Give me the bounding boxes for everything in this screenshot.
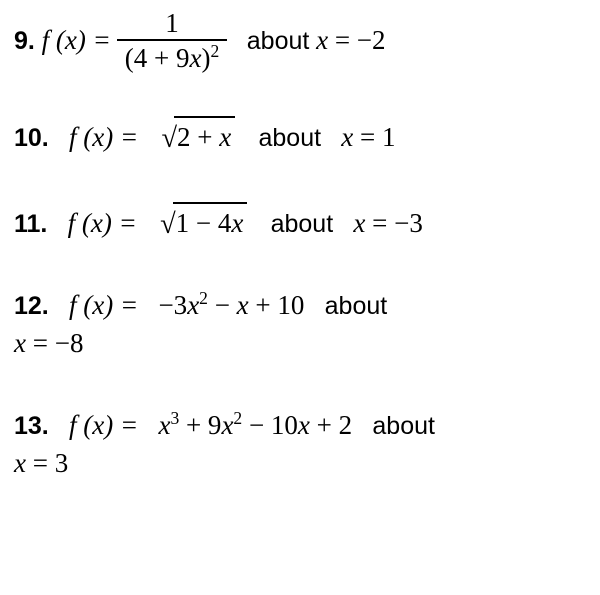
problem-10: 10. f (x) = √2 + x about x = 1 xyxy=(14,116,586,158)
about-word: about xyxy=(247,24,310,59)
func-lhs: f (x) = xyxy=(69,122,138,152)
about-expr: x = −8 xyxy=(14,328,83,358)
radical-icon: √ xyxy=(160,209,176,240)
problem-12: 12. f (x) = −3x2 − x + 10 about x = −8 xyxy=(14,287,586,363)
denominator: (4 + 9x)2 xyxy=(117,41,227,72)
func-lhs: f (x) = xyxy=(42,22,111,60)
radical-icon: √ xyxy=(161,123,177,154)
about-expr: x = 1 xyxy=(341,122,395,152)
problem-number: 13. xyxy=(14,412,49,440)
problem-9: 9. f (x) = 1 (4 + 9x)2 about x = −2 xyxy=(14,10,586,72)
problem-11: 11. f (x) = √1 − 4x about x = −3 xyxy=(14,202,586,244)
radicand: 1 − 4x xyxy=(173,202,248,243)
about-expr: x = 3 xyxy=(14,448,68,478)
poly: x3 + 9x2 − 10x + 2 xyxy=(158,410,358,440)
about-expr: x = −3 xyxy=(353,208,422,238)
problem-13: 13. f (x) = x3 + 9x2 − 10x + 2 about x =… xyxy=(14,407,586,483)
numerator: 1 xyxy=(117,10,227,41)
about-word: about xyxy=(271,210,334,238)
fraction: 1 (4 + 9x)2 xyxy=(117,10,227,72)
sqrt: √1 − 4x xyxy=(160,202,247,244)
sqrt: √2 + x xyxy=(161,116,235,158)
about-word: about xyxy=(325,292,388,320)
problem-number: 12. xyxy=(14,292,49,320)
problem-list: 9. f (x) = 1 (4 + 9x)2 about x = −2 10. … xyxy=(0,0,600,483)
radicand: 2 + x xyxy=(174,116,235,157)
func-lhs: f (x) = xyxy=(69,410,138,440)
problem-number: 11. xyxy=(14,210,47,238)
func-lhs: f (x) = xyxy=(69,290,138,320)
func-lhs: f (x) = xyxy=(68,208,137,238)
poly: −3x2 − x + 10 xyxy=(158,290,311,320)
about-word: about xyxy=(372,412,435,440)
about-word: about xyxy=(258,124,321,152)
about-expr: x = −2 xyxy=(316,22,385,60)
problem-number: 9. xyxy=(14,24,35,59)
problem-number: 10. xyxy=(14,124,49,152)
